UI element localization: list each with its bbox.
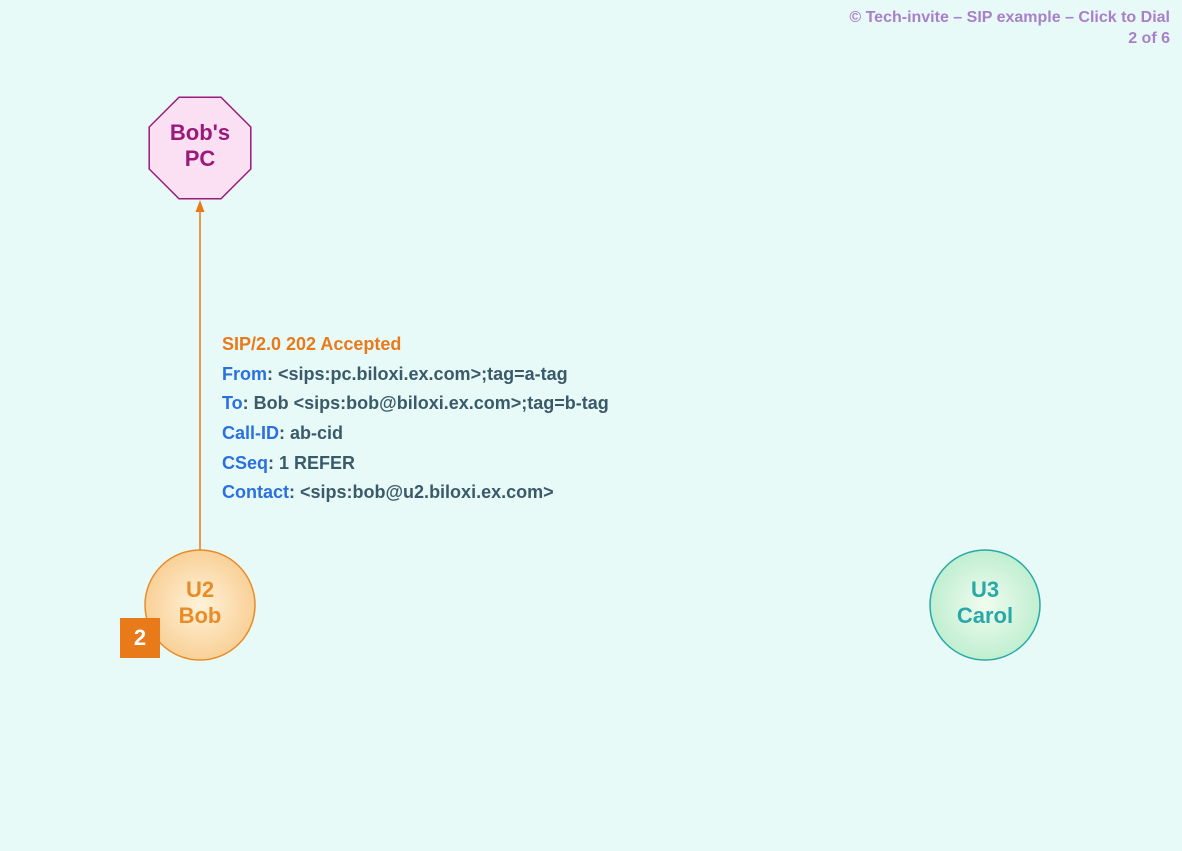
sip-header-row: Call-ID: ab-cid bbox=[222, 419, 609, 449]
sip-header-key: Call-ID bbox=[222, 423, 279, 443]
sip-header-value: : <sips:bob@u2.biloxi.ex.com> bbox=[289, 482, 554, 502]
step-number-badge: 2 bbox=[120, 618, 160, 658]
sip-status-line: SIP/2.0 202 Accepted bbox=[222, 330, 609, 360]
sip-header-value: : 1 REFER bbox=[268, 453, 355, 473]
sip-header-key: To bbox=[222, 393, 243, 413]
sip-header-value: : <sips:pc.biloxi.ex.com>;tag=a-tag bbox=[267, 364, 568, 384]
sip-header-value: : ab-cid bbox=[279, 423, 343, 443]
sip-headers: From: <sips:pc.biloxi.ex.com>;tag=a-tagT… bbox=[222, 360, 609, 508]
sip-header-row: Contact: <sips:bob@u2.biloxi.ex.com> bbox=[222, 478, 609, 508]
sip-header-row: From: <sips:pc.biloxi.ex.com>;tag=a-tag bbox=[222, 360, 609, 390]
copyright-line2: 2 of 6 bbox=[849, 29, 1170, 50]
sip-header-key: From bbox=[222, 364, 267, 384]
copyright-line1: © Tech-invite – SIP example – Click to D… bbox=[849, 8, 1170, 29]
node-carol-label: U3 Carol bbox=[925, 577, 1045, 630]
node-bobs-pc-label: Bob's PC bbox=[140, 120, 260, 173]
sip-header-value: : Bob <sips:bob@biloxi.ex.com>;tag=b-tag bbox=[243, 393, 609, 413]
sip-header-row: CSeq: 1 REFER bbox=[222, 449, 609, 479]
sip-header-key: CSeq bbox=[222, 453, 268, 473]
sip-header-row: To: Bob <sips:bob@biloxi.ex.com>;tag=b-t… bbox=[222, 389, 609, 419]
sip-header-key: Contact bbox=[222, 482, 289, 502]
sip-message-block: SIP/2.0 202 Accepted From: <sips:pc.bilo… bbox=[222, 330, 609, 508]
copyright-text: © Tech-invite – SIP example – Click to D… bbox=[849, 8, 1170, 50]
